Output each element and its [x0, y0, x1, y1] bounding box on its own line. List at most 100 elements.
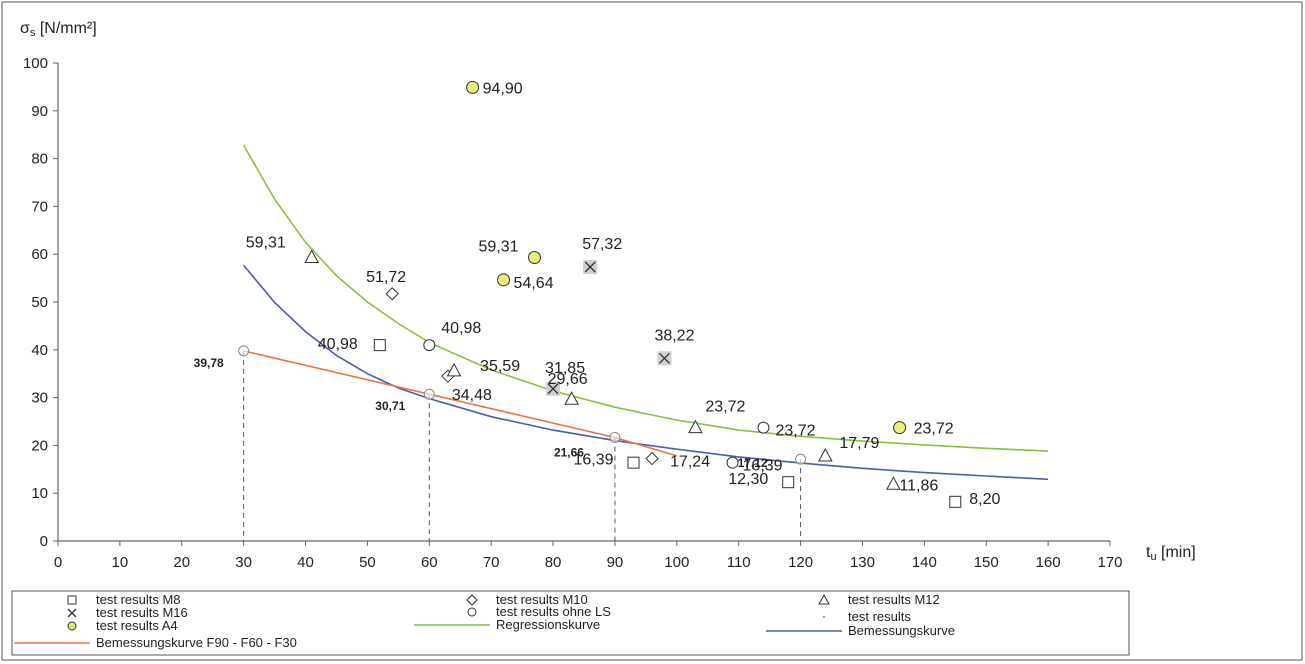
marker-square	[627, 456, 640, 469]
x-tick-label: 80	[545, 554, 562, 571]
legend-dot-icon	[823, 616, 825, 618]
curve-regressionskurve	[242, 144, 1049, 452]
point-label: 29,66	[548, 371, 588, 388]
legend-label: test results	[848, 609, 911, 624]
x-tick-label: 150	[974, 554, 999, 571]
marker-triangle	[818, 447, 833, 462]
point-label: 38,22	[654, 327, 694, 344]
marker-circle	[423, 339, 436, 352]
point-label: 31,85	[545, 360, 585, 377]
point-label: 17,79	[839, 435, 879, 452]
legend-circle-filled-icon	[67, 621, 77, 631]
marker-triangle	[446, 362, 462, 377]
legend-label: test results M8	[96, 592, 181, 607]
point-label: 35,59	[480, 358, 520, 375]
legend-label: test results A4	[96, 618, 178, 633]
legend-label: test results M12	[848, 592, 940, 607]
legend-label: test results M16	[96, 605, 188, 620]
y-axis-title-subscript: s	[30, 27, 36, 39]
curve-bemessungskurve	[242, 264, 1049, 481]
point-label: 94,90	[483, 80, 523, 97]
design-point-label: 30,71	[375, 399, 405, 413]
legend-triangle-icon	[818, 593, 830, 605]
marker-diamond	[385, 287, 399, 301]
marker-circle-filled	[893, 421, 907, 435]
legend: test results M8 test results M10 test resu…	[11, 590, 1130, 656]
design-point-label: 21,66	[554, 445, 584, 459]
y-tick-label: 40	[31, 342, 48, 359]
legend-diamond-icon	[466, 594, 478, 606]
point-label: 23,72	[775, 423, 815, 440]
y-tick-label: 10	[31, 485, 48, 502]
marker-square	[782, 476, 795, 489]
marker-x-square	[584, 261, 596, 273]
y-tick-label: 60	[31, 246, 48, 263]
point-label: 51,72	[366, 269, 406, 286]
x-tick-label: 140	[912, 554, 937, 571]
point-label: 16,39	[574, 452, 614, 469]
y-axis-title-unit: [N/mm²]	[35, 20, 96, 37]
x-tick-label: 120	[788, 554, 813, 571]
y-tick-label: 100	[23, 55, 48, 72]
x-axis-title-unit: [min]	[1157, 544, 1196, 561]
y-tick-label: 0	[40, 533, 48, 550]
y-tick-label: 70	[31, 198, 48, 215]
legend-circle-icon	[467, 607, 477, 617]
x-tick-label: 70	[483, 554, 500, 571]
y-tick-label: 30	[31, 390, 48, 407]
legend-label: Regressionskurve	[496, 617, 600, 632]
y-tick-label: 20	[31, 437, 48, 454]
x-tick-label: 60	[421, 554, 438, 571]
y-axis-title-symbol: σ	[20, 20, 30, 37]
x-tick-label: 0	[54, 554, 62, 571]
x-tick-label: 30	[235, 554, 252, 571]
point-label: 40,98	[318, 336, 358, 353]
point-label: 8,20	[969, 491, 1000, 508]
legend-square-icon	[67, 595, 77, 605]
marker-square	[949, 495, 962, 508]
point-label: 54,64	[514, 275, 554, 292]
y-tick-label: 90	[31, 103, 48, 120]
marker-x-square	[658, 352, 670, 364]
marker-triangle	[688, 419, 703, 434]
x-tick-label: 110	[727, 554, 751, 571]
data-labels: 40,9816,3912,308,2051,7234,4817,2459,313…	[194, 80, 1001, 507]
x-tick-label: 130	[850, 554, 875, 571]
point-label: 12,30	[728, 471, 768, 488]
x-axis-title-subscript: u	[1150, 551, 1156, 563]
legend-x-icon	[67, 608, 77, 618]
guide-lines	[243, 350, 802, 541]
x-tick-label: 50	[359, 554, 376, 571]
point-label: 57,32	[582, 236, 622, 253]
marker-circle-filled	[527, 250, 541, 264]
data-points	[238, 80, 962, 508]
point-label: 11,86	[899, 477, 938, 494]
design-point-label: 39,78	[194, 356, 224, 370]
legend-box	[11, 590, 1130, 656]
x-tick-label: 40	[297, 554, 314, 571]
x-tick-label: 10	[112, 554, 129, 571]
curve-bemessungskurve-f90-f60-f30	[243, 350, 678, 457]
marker-circle	[726, 456, 739, 469]
x-tick-label: 170	[1097, 554, 1122, 571]
point-label: 59,31	[478, 238, 518, 255]
x-tick-label: 90	[607, 554, 624, 571]
marker-circle-filled	[497, 273, 511, 287]
marker-triangle	[564, 391, 579, 405]
legend-label: Bemessungskurve	[848, 623, 955, 638]
legend-label: Bemessungskurve F90 - F60 - F30	[96, 635, 297, 650]
point-label: 59,31	[246, 234, 286, 251]
point-label: 40,98	[441, 320, 481, 337]
x-axis-title: tu [min]	[1146, 544, 1196, 563]
axes: 0 10 20 30 40 50 60 70 80 90 100 110 120 130 140 150 160…	[20, 20, 1196, 571]
design-point	[795, 453, 807, 465]
marker-triangle	[304, 249, 320, 263]
point-label: 23,72	[914, 421, 954, 438]
design-point	[423, 388, 435, 400]
y-axis-title: σs [N/mm²]	[20, 20, 97, 39]
marker-diamond	[645, 451, 659, 466]
design-point	[238, 345, 250, 357]
y-tick-label: 80	[31, 151, 48, 168]
